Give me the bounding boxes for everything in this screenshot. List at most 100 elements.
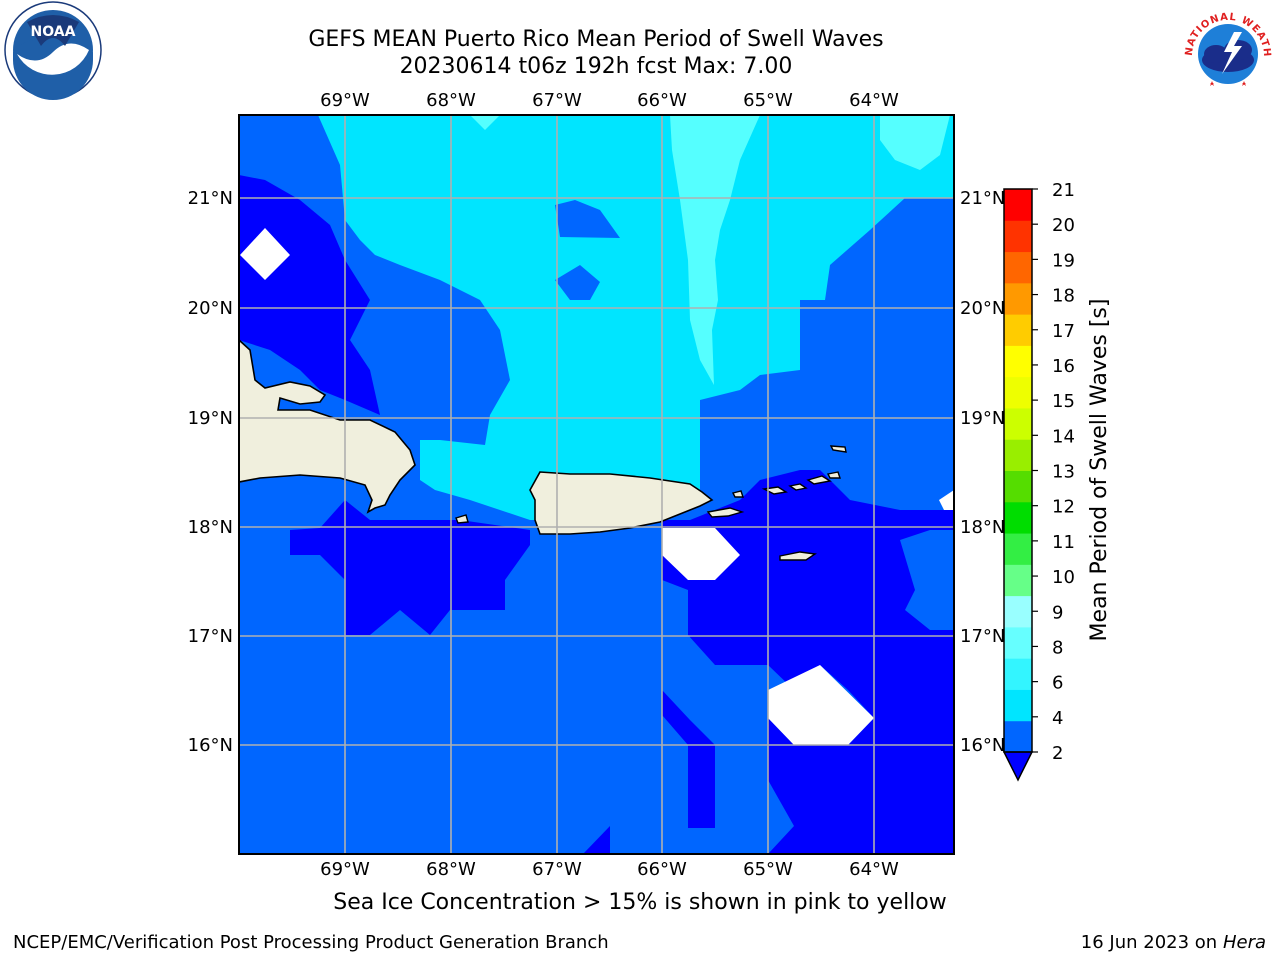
colorbar-tick-label: 17 — [1052, 321, 1075, 342]
colorbar-tick-label: 4 — [1052, 708, 1063, 729]
land-virgin-gorda — [826, 471, 841, 479]
footer-date-text: 16 Jun 2023 on — [1080, 932, 1218, 953]
lon-label: 65°W — [743, 859, 793, 880]
swell-zone-low-south — [290, 500, 530, 635]
land-mona-island — [455, 514, 469, 524]
colorbar-segment — [1004, 189, 1032, 221]
colorbar-label: Mean Period of Swell Waves [s] — [1087, 299, 1112, 642]
lat-label: 17°N — [188, 626, 233, 647]
colorbar-segment — [1004, 345, 1032, 378]
colorbar-segment — [1004, 501, 1032, 534]
swell-zone-low-east-2 — [900, 530, 954, 630]
colorbar-segment — [1004, 626, 1032, 659]
lon-label: 66°W — [637, 859, 687, 880]
colorbar-segment — [1004, 282, 1032, 315]
lon-label: 65°W — [743, 90, 793, 111]
colorbar-segment — [1004, 689, 1032, 722]
colorbar-extend-triangle — [1002, 751, 1034, 782]
footer-branch: NCEP/EMC/Verification Post Processing Pr… — [13, 932, 609, 953]
land-vieques — [706, 507, 745, 518]
swell-zone-low-bar — [688, 745, 715, 828]
lat-label: 18°N — [188, 517, 233, 538]
colorbar-tick-label: 16 — [1052, 356, 1075, 377]
colorbar-tick-label: 10 — [1052, 567, 1075, 588]
lon-label: 67°W — [532, 90, 582, 111]
sea-ice-caption: Sea Ice Concentration > 15% is shown in … — [333, 890, 947, 915]
lon-label: 64°W — [849, 859, 899, 880]
land-culebra — [731, 490, 744, 498]
colorbar-tick-label: 9 — [1052, 602, 1063, 623]
footer-date: 16 Jun 2023 on Hera — [1081, 932, 1266, 953]
lat-label: 18°N — [960, 517, 1005, 538]
lon-labels-bottom: 69°W 68°W 67°W 66°W 65°W 64°W — [320, 859, 899, 880]
colorbar-segment — [1004, 595, 1032, 628]
colorbar-segment — [1004, 658, 1032, 690]
swell-zone-4-6 — [318, 115, 954, 520]
lat-label: 20°N — [960, 298, 1005, 319]
nws-logo: NATIONAL WEATHER SERVICE — [1176, 0, 1275, 99]
lon-label: 68°W — [426, 90, 476, 111]
map-gridlines — [239, 115, 954, 854]
lat-label: 20°N — [188, 298, 233, 319]
chart-title: GEFS MEAN Puerto Rico Mean Period of Swe… — [308, 27, 884, 52]
lon-label: 68°W — [426, 859, 476, 880]
lon-label: 66°W — [637, 90, 687, 111]
lat-label: 19°N — [188, 408, 233, 429]
colorbar-segment — [1004, 439, 1032, 471]
noaa-logo-text: NOAA — [31, 24, 76, 40]
swell-zone-low-corner — [583, 826, 610, 854]
colorbar-tick-label: 8 — [1052, 637, 1063, 658]
lat-labels-left: 21°N 20°N 19°N 18°N 17°N 16°N — [188, 188, 233, 756]
colorbar-segment — [1004, 251, 1032, 284]
colorbar-segment — [1004, 720, 1032, 753]
land-puerto-rico — [529, 471, 714, 535]
colorbar-segment — [1004, 564, 1032, 597]
colorbar-segment — [1004, 314, 1032, 346]
map-area — [239, 115, 954, 854]
swell-zone-6-7-top — [880, 115, 950, 170]
colorbar: 21 20 19 18 17 16 15 14 13 12 11 10 9 8 6 4 2 — [1002, 180, 1075, 782]
colorbar-segment — [1004, 376, 1032, 409]
lat-label: 21°N — [960, 188, 1005, 209]
swell-zone-6-7 — [670, 115, 760, 385]
colorbar-tick-label: 20 — [1052, 215, 1075, 236]
colorbar-tick-label: 13 — [1052, 462, 1075, 483]
land-st-thomas — [761, 486, 788, 495]
colorbar-tick-label: 2 — [1052, 743, 1063, 764]
swell-zone-low-strip — [662, 690, 715, 745]
lat-label: 19°N — [960, 408, 1005, 429]
lat-label: 16°N — [960, 735, 1005, 756]
land-anegada — [829, 445, 847, 453]
land-st-croix — [779, 551, 817, 561]
colorbar-tick-label: 11 — [1052, 532, 1075, 553]
chart-subtitle: 20230614 t06z 192h fcst Max: 7.00 — [399, 54, 793, 79]
colorbar-segment — [1004, 533, 1032, 565]
colorbar-tick-label: 21 — [1052, 180, 1075, 201]
lat-label: 21°N — [188, 188, 233, 209]
lon-label: 67°W — [532, 859, 582, 880]
map-frame — [238, 114, 955, 855]
colorbar-segment — [1004, 407, 1032, 440]
lon-label: 64°W — [849, 90, 899, 111]
lat-label: 17°N — [960, 626, 1005, 647]
lon-label: 69°W — [320, 859, 370, 880]
land-tortola — [806, 475, 832, 485]
colorbar-tick-label: 19 — [1052, 250, 1075, 271]
colorbar-segment — [1004, 220, 1032, 253]
colorbar-tick-label: 12 — [1052, 497, 1075, 518]
no-data-cutout-nw — [240, 228, 290, 280]
swell-zone-2-4-pocket-b — [555, 265, 600, 300]
colorbar-tick-label: 15 — [1052, 391, 1075, 412]
colorbar-tick-label: 14 — [1052, 426, 1075, 447]
lon-label: 69°W — [320, 90, 370, 111]
swell-zone-low-east — [662, 470, 954, 854]
lat-label: 16°N — [188, 735, 233, 756]
noaa-logo: NOAA — [4, 1, 102, 100]
lon-labels-top: 69°W 68°W 67°W 66°W 65°W 64°W — [320, 90, 899, 111]
land-st-john — [788, 483, 808, 491]
colorbar-tick-label: 18 — [1052, 286, 1075, 307]
swell-zone-6-7-small — [470, 115, 500, 130]
colorbar-tick-label: 6 — [1052, 673, 1063, 694]
no-data-cutout-s1 — [662, 528, 740, 580]
